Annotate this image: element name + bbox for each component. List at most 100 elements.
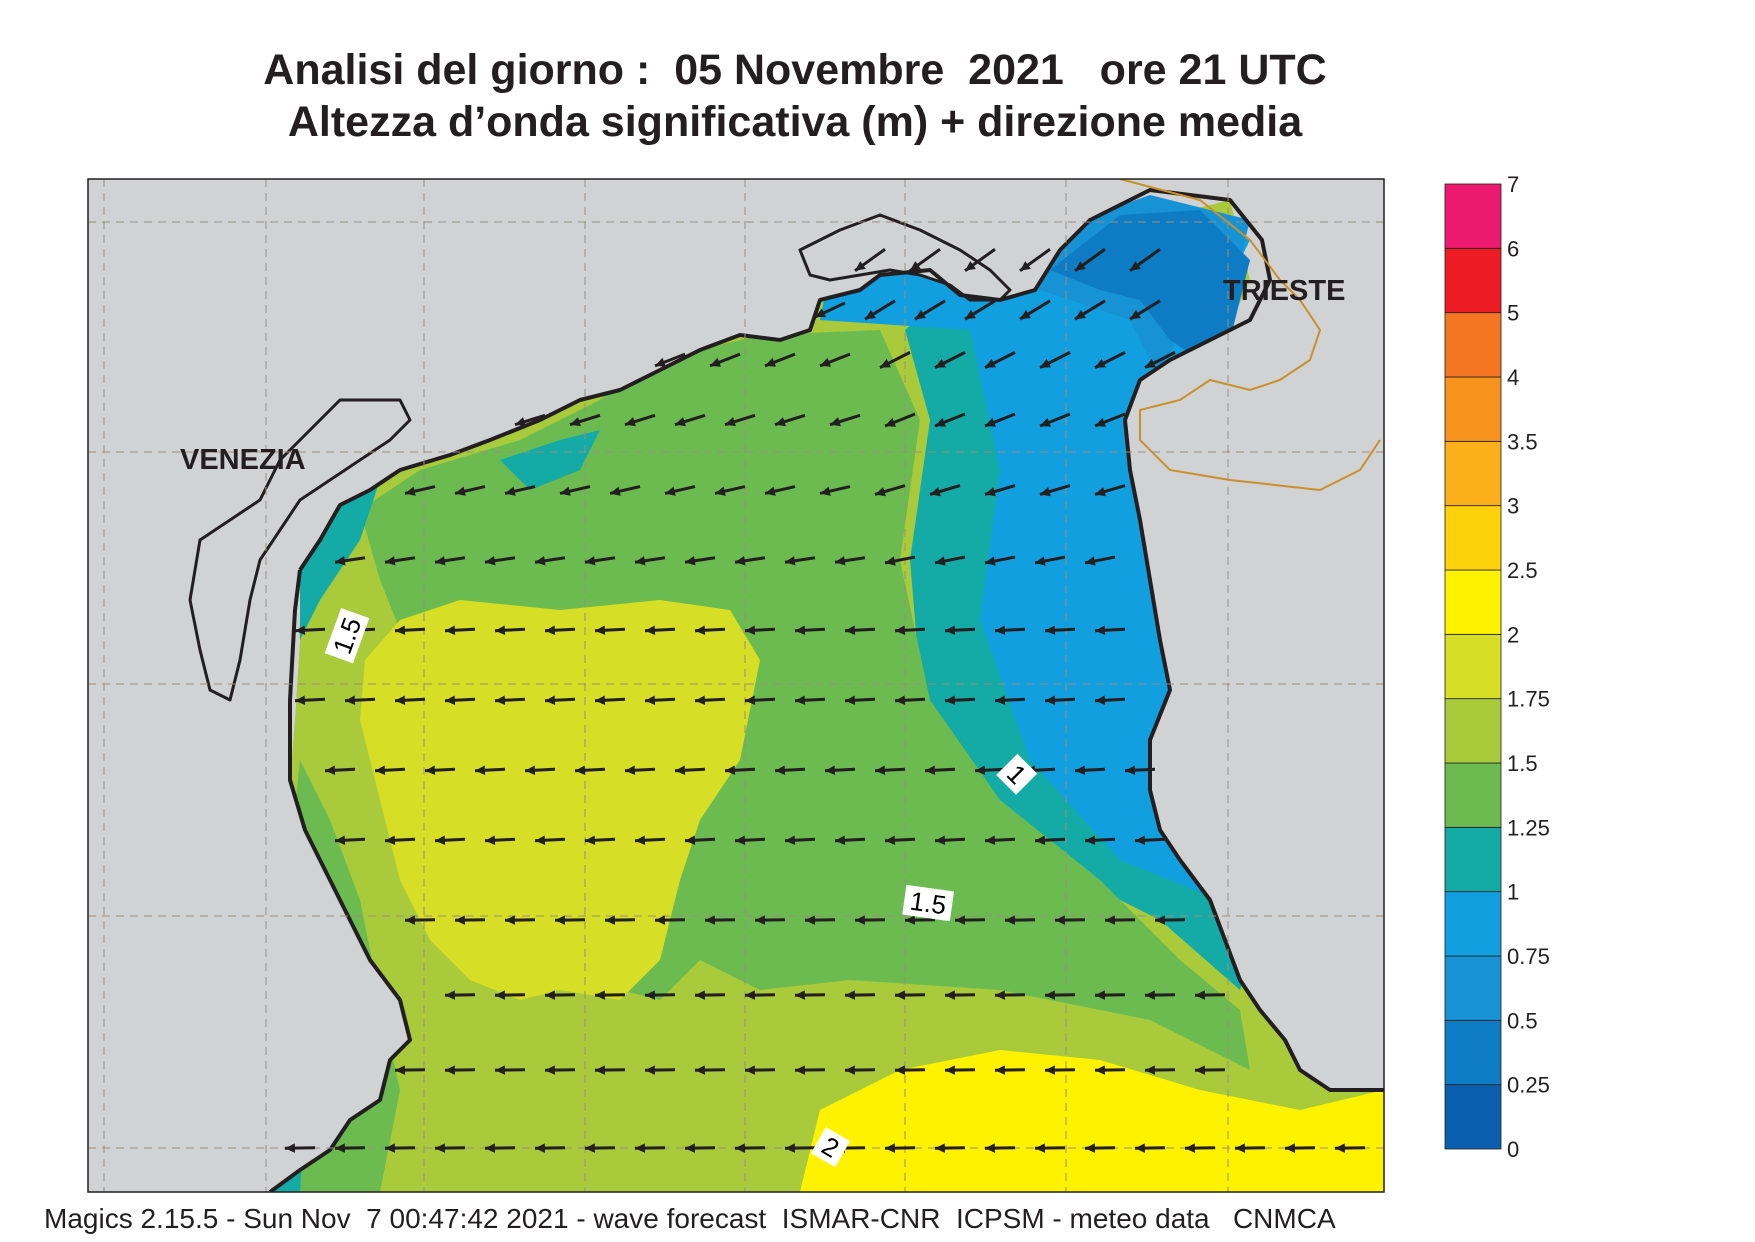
wave-arrow <box>454 485 486 496</box>
colorbar-bin <box>1444 247 1502 314</box>
wave-arrow <box>504 915 536 925</box>
wave-arrow <box>434 1143 466 1153</box>
wave-arrow-head <box>1085 1143 1095 1153</box>
wave-arrow-head <box>1045 625 1056 636</box>
wave-arrow-head <box>635 556 646 566</box>
wave-arrow <box>444 625 476 636</box>
wave-arrow-head <box>545 695 556 706</box>
wave-arrow-head <box>595 990 605 1000</box>
wave-arrow <box>544 695 576 706</box>
wave-arrow-head <box>755 915 765 925</box>
wave-arrow <box>534 835 566 846</box>
wave-arrow <box>484 556 516 566</box>
contour-label-bg <box>902 884 954 922</box>
wave-arrow <box>1019 299 1051 321</box>
colorbar-bin <box>1444 376 1502 442</box>
wave-arrow <box>984 555 1016 566</box>
wave-arrow-head <box>815 308 826 318</box>
wave-arrow <box>634 1143 666 1153</box>
wave-arrow-head <box>485 1143 495 1153</box>
wave-arrow <box>944 695 976 706</box>
colorbar-bin <box>1444 633 1502 700</box>
contour-label-bg <box>996 753 1038 795</box>
wave-arrow <box>834 556 866 566</box>
wave-arrow-head <box>895 990 905 1000</box>
wave-arrow-head <box>735 1143 745 1153</box>
wave-arrow <box>1144 1065 1176 1075</box>
wave-arrow <box>644 695 676 706</box>
wave-arrow-head <box>745 625 756 636</box>
colorbar-label: 0 <box>1507 1137 1519 1162</box>
wave-arrow <box>394 625 426 636</box>
wave-arrow-head <box>645 990 655 1000</box>
wave-arrow-head <box>645 1065 655 1075</box>
wave-arrow <box>879 351 911 369</box>
wave-arrow <box>524 765 556 776</box>
wave-arrow <box>544 625 576 636</box>
wave-arrow <box>624 765 656 776</box>
wave-arrow <box>1044 1065 1076 1075</box>
wave-arrow-head <box>635 1143 645 1153</box>
colorbar-bin <box>1444 955 1502 1021</box>
wave-arrow-head <box>910 261 921 271</box>
wave-arrow <box>494 990 526 1000</box>
wave-arrow-head <box>445 1065 455 1075</box>
wave-arrow <box>394 695 426 706</box>
wave-arrow-head <box>715 486 726 496</box>
wave-arrow-head <box>1040 487 1051 497</box>
wave-arrow-head <box>1130 261 1141 271</box>
wave-arrow <box>494 695 526 706</box>
colorbar-label: 4 <box>1507 365 1519 390</box>
wave-arrow-head <box>935 556 946 566</box>
wave-arrow <box>819 485 851 496</box>
wave-arrow <box>1234 1143 1266 1153</box>
wave-arrow-head <box>575 765 586 776</box>
wave-arrow-head <box>775 417 786 427</box>
wave-arrow <box>984 484 1016 497</box>
wave-arrow-head <box>745 990 755 1000</box>
title-block: Analisi del giorno : 05 Novembre 2021 or… <box>0 44 1590 148</box>
wave-arrow-head <box>785 835 796 846</box>
wave-arrow <box>1039 484 1071 497</box>
wave-arrow <box>1104 915 1136 925</box>
wave-arrow-head <box>1040 358 1051 368</box>
sea-area-2-2.5 <box>800 1050 1384 1192</box>
wave-arrow-head <box>495 695 506 706</box>
city-label-venezia: VENEZIA <box>180 444 306 476</box>
wave-arrow <box>624 413 656 427</box>
wave-arrow-head <box>1130 309 1141 320</box>
wave-arrow-head <box>985 358 996 368</box>
colorbar-label: 0.75 <box>1507 944 1550 969</box>
wave-arrow-head <box>1035 1143 1045 1153</box>
wave-arrow-head <box>845 990 855 1000</box>
wave-arrow-head <box>325 765 336 776</box>
wave-arrow-head <box>820 486 831 496</box>
wave-arrow <box>964 248 996 272</box>
wave-arrow-head <box>1135 1143 1145 1153</box>
colorbar-label: 1.5 <box>1507 751 1538 776</box>
wave-arrow-head <box>985 417 996 427</box>
wave-arrow-head <box>945 1065 955 1075</box>
wave-arrow <box>829 413 861 427</box>
colorbar-bin <box>1444 183 1502 249</box>
wave-arrow-head <box>1085 835 1096 846</box>
wave-arrow-head <box>685 556 696 566</box>
wave-arrow <box>934 555 966 566</box>
wave-arrow-head <box>1185 1143 1195 1153</box>
wave-arrow <box>904 915 936 925</box>
wave-arrow-head <box>555 915 565 925</box>
wave-arrow-head <box>735 556 746 566</box>
colorbar-label: 1.25 <box>1507 815 1550 840</box>
wave-arrow <box>794 1065 826 1075</box>
wave-arrow <box>774 413 806 427</box>
wave-arrow <box>434 556 466 566</box>
wave-arrow <box>644 990 676 1000</box>
wave-arrow <box>974 765 1006 776</box>
wave-arrow <box>484 835 516 846</box>
wave-arrow <box>534 556 566 566</box>
wave-arrow-head <box>570 417 581 427</box>
wave-arrow-head <box>875 487 886 497</box>
wave-arrow <box>394 1065 426 1075</box>
wave-arrow <box>1134 835 1166 846</box>
wave-arrow <box>374 765 406 776</box>
